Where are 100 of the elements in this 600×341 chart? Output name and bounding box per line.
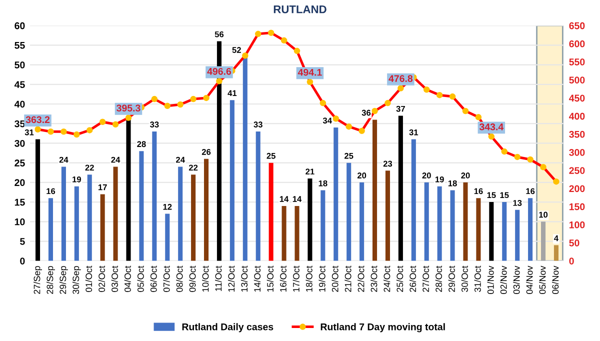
data-label: 31	[24, 129, 34, 136]
x-tick-label: 03/Oct	[111, 266, 118, 292]
x-tick-label: 18/Oct	[306, 266, 312, 292]
x-tick-label: 19/Oct	[318, 266, 326, 292]
data-label: 22	[188, 164, 198, 171]
data-label: 37	[396, 106, 405, 112]
data-label: 28	[137, 141, 146, 148]
data-label: 16	[474, 188, 483, 194]
data-label: 22	[85, 164, 94, 171]
data-label: 15	[487, 192, 496, 198]
x-tick-label: 09/Oct	[189, 266, 196, 292]
y-tick-label: 45	[14, 81, 25, 88]
y2-tick-label: 350	[569, 130, 585, 138]
x-tick-label: 21/Oct	[344, 266, 352, 292]
x-tick-label: 25/Oct	[396, 266, 404, 292]
y2-tick-label: 200	[569, 185, 585, 192]
y-tick-label: 20	[14, 179, 25, 186]
data-label: 24	[59, 156, 68, 163]
y-tick-label: 25	[14, 160, 25, 166]
x-tick-label: 28/Oct	[435, 266, 442, 292]
data-label: 36	[362, 110, 371, 116]
x-tick-label: 05/Nov	[539, 266, 546, 294]
data-label: 33	[254, 122, 262, 128]
y2-tick-label: 650	[569, 22, 585, 30]
y2-tick-label: 50	[569, 240, 580, 246]
x-tick-label: 03/Nov	[513, 266, 520, 294]
x-tick-label: 24/Oct	[384, 266, 390, 292]
x-tick-label: 29/Sep	[59, 266, 68, 294]
x-tick-label: 07/Oct	[163, 266, 170, 292]
y-tick-label: 40	[14, 100, 25, 108]
x-tick-label: 04/Oct	[124, 266, 131, 292]
data-label: 25	[266, 152, 276, 159]
y-tick-label: 50	[14, 62, 25, 68]
legend-label: Rutland 7 Day moving total	[320, 323, 445, 332]
data-label: 14	[292, 196, 302, 202]
data-label: 19	[435, 176, 444, 182]
data-label: 23	[383, 160, 392, 167]
x-tick-label: 16/Oct	[280, 266, 286, 292]
y-tick-label: 5	[20, 238, 25, 245]
data-label: 363.2	[26, 116, 50, 124]
x-tick-label: 20/Oct	[332, 266, 338, 292]
y2-tick-label: 450	[569, 94, 585, 102]
data-label: 41	[228, 90, 237, 96]
legend-label: Rutland Daily cases	[182, 323, 274, 332]
data-label: 25	[344, 152, 354, 159]
data-label: 17	[98, 184, 107, 190]
y2-tick-label: 100	[569, 221, 585, 228]
data-label: 476.8	[388, 75, 413, 82]
x-tick-label: 02/Nov	[500, 266, 507, 294]
y-tick-label: 0	[20, 258, 25, 264]
x-tick-label: 27/Oct	[422, 266, 430, 292]
x-tick-label: 28/Sep	[46, 266, 55, 294]
y2-tick-label: 500	[569, 76, 585, 84]
data-label: 14	[280, 196, 289, 202]
data-label: 21	[306, 168, 314, 174]
data-label: 12	[163, 204, 172, 210]
chart-title: RUTLAND	[274, 6, 326, 14]
data-label: 4	[554, 235, 558, 242]
y2-tick-label: 250	[569, 167, 585, 174]
x-tick-label: 29/Oct	[448, 266, 455, 292]
x-tick-label: 01/Nov	[487, 266, 494, 294]
x-tick-label: 17/Oct	[292, 266, 300, 292]
y2-tick-label: 600	[569, 40, 585, 48]
data-label: 20	[461, 172, 470, 178]
y2-tick-label: 150	[569, 203, 585, 210]
x-tick-label: 26/Oct	[409, 266, 416, 292]
x-tick-label: 06/Nov	[552, 266, 559, 294]
data-label: 494.1	[298, 68, 322, 76]
x-tick-label: 05/Oct	[137, 266, 144, 292]
x-tick-label: 23/Oct	[370, 266, 378, 292]
x-tick-label: 14/Oct	[254, 266, 261, 292]
data-label: 16	[526, 188, 535, 194]
y-tick-label: 35	[14, 120, 25, 128]
x-tick-label: 30/Oct	[461, 266, 468, 292]
data-label: 13	[513, 200, 522, 206]
x-tick-label: 02/Oct	[98, 266, 106, 292]
x-tick-label: 01/Oct	[85, 266, 92, 292]
data-label: 15	[500, 192, 509, 198]
data-label: 10	[539, 212, 548, 218]
data-label: 18	[448, 180, 457, 186]
data-label: 16	[46, 188, 56, 194]
y2-tick-label: 550	[569, 58, 585, 66]
x-tick-label: 27/Sep	[34, 266, 42, 294]
y-tick-label: 60	[14, 22, 25, 30]
y2-tick-label: 0	[569, 258, 574, 264]
y2-tick-label: 300	[569, 149, 585, 156]
x-tick-label: 04/Nov	[526, 266, 533, 294]
y-tick-label: 30	[14, 140, 25, 147]
data-label: 24	[111, 156, 120, 163]
y-tick-label: 10	[14, 218, 25, 226]
data-label: 56	[214, 31, 224, 38]
data-label: 24	[176, 156, 185, 163]
data-label: 20	[357, 172, 366, 178]
data-label: 18	[318, 180, 328, 186]
data-label: 343.4	[479, 123, 504, 130]
y-tick-label: 15	[14, 198, 25, 206]
y2-tick-label: 400	[569, 112, 585, 120]
x-tick-label: 08/Oct	[176, 266, 183, 292]
x-tick-label: 31/Oct	[474, 266, 481, 292]
x-tick-label: 12/Oct	[228, 266, 235, 292]
